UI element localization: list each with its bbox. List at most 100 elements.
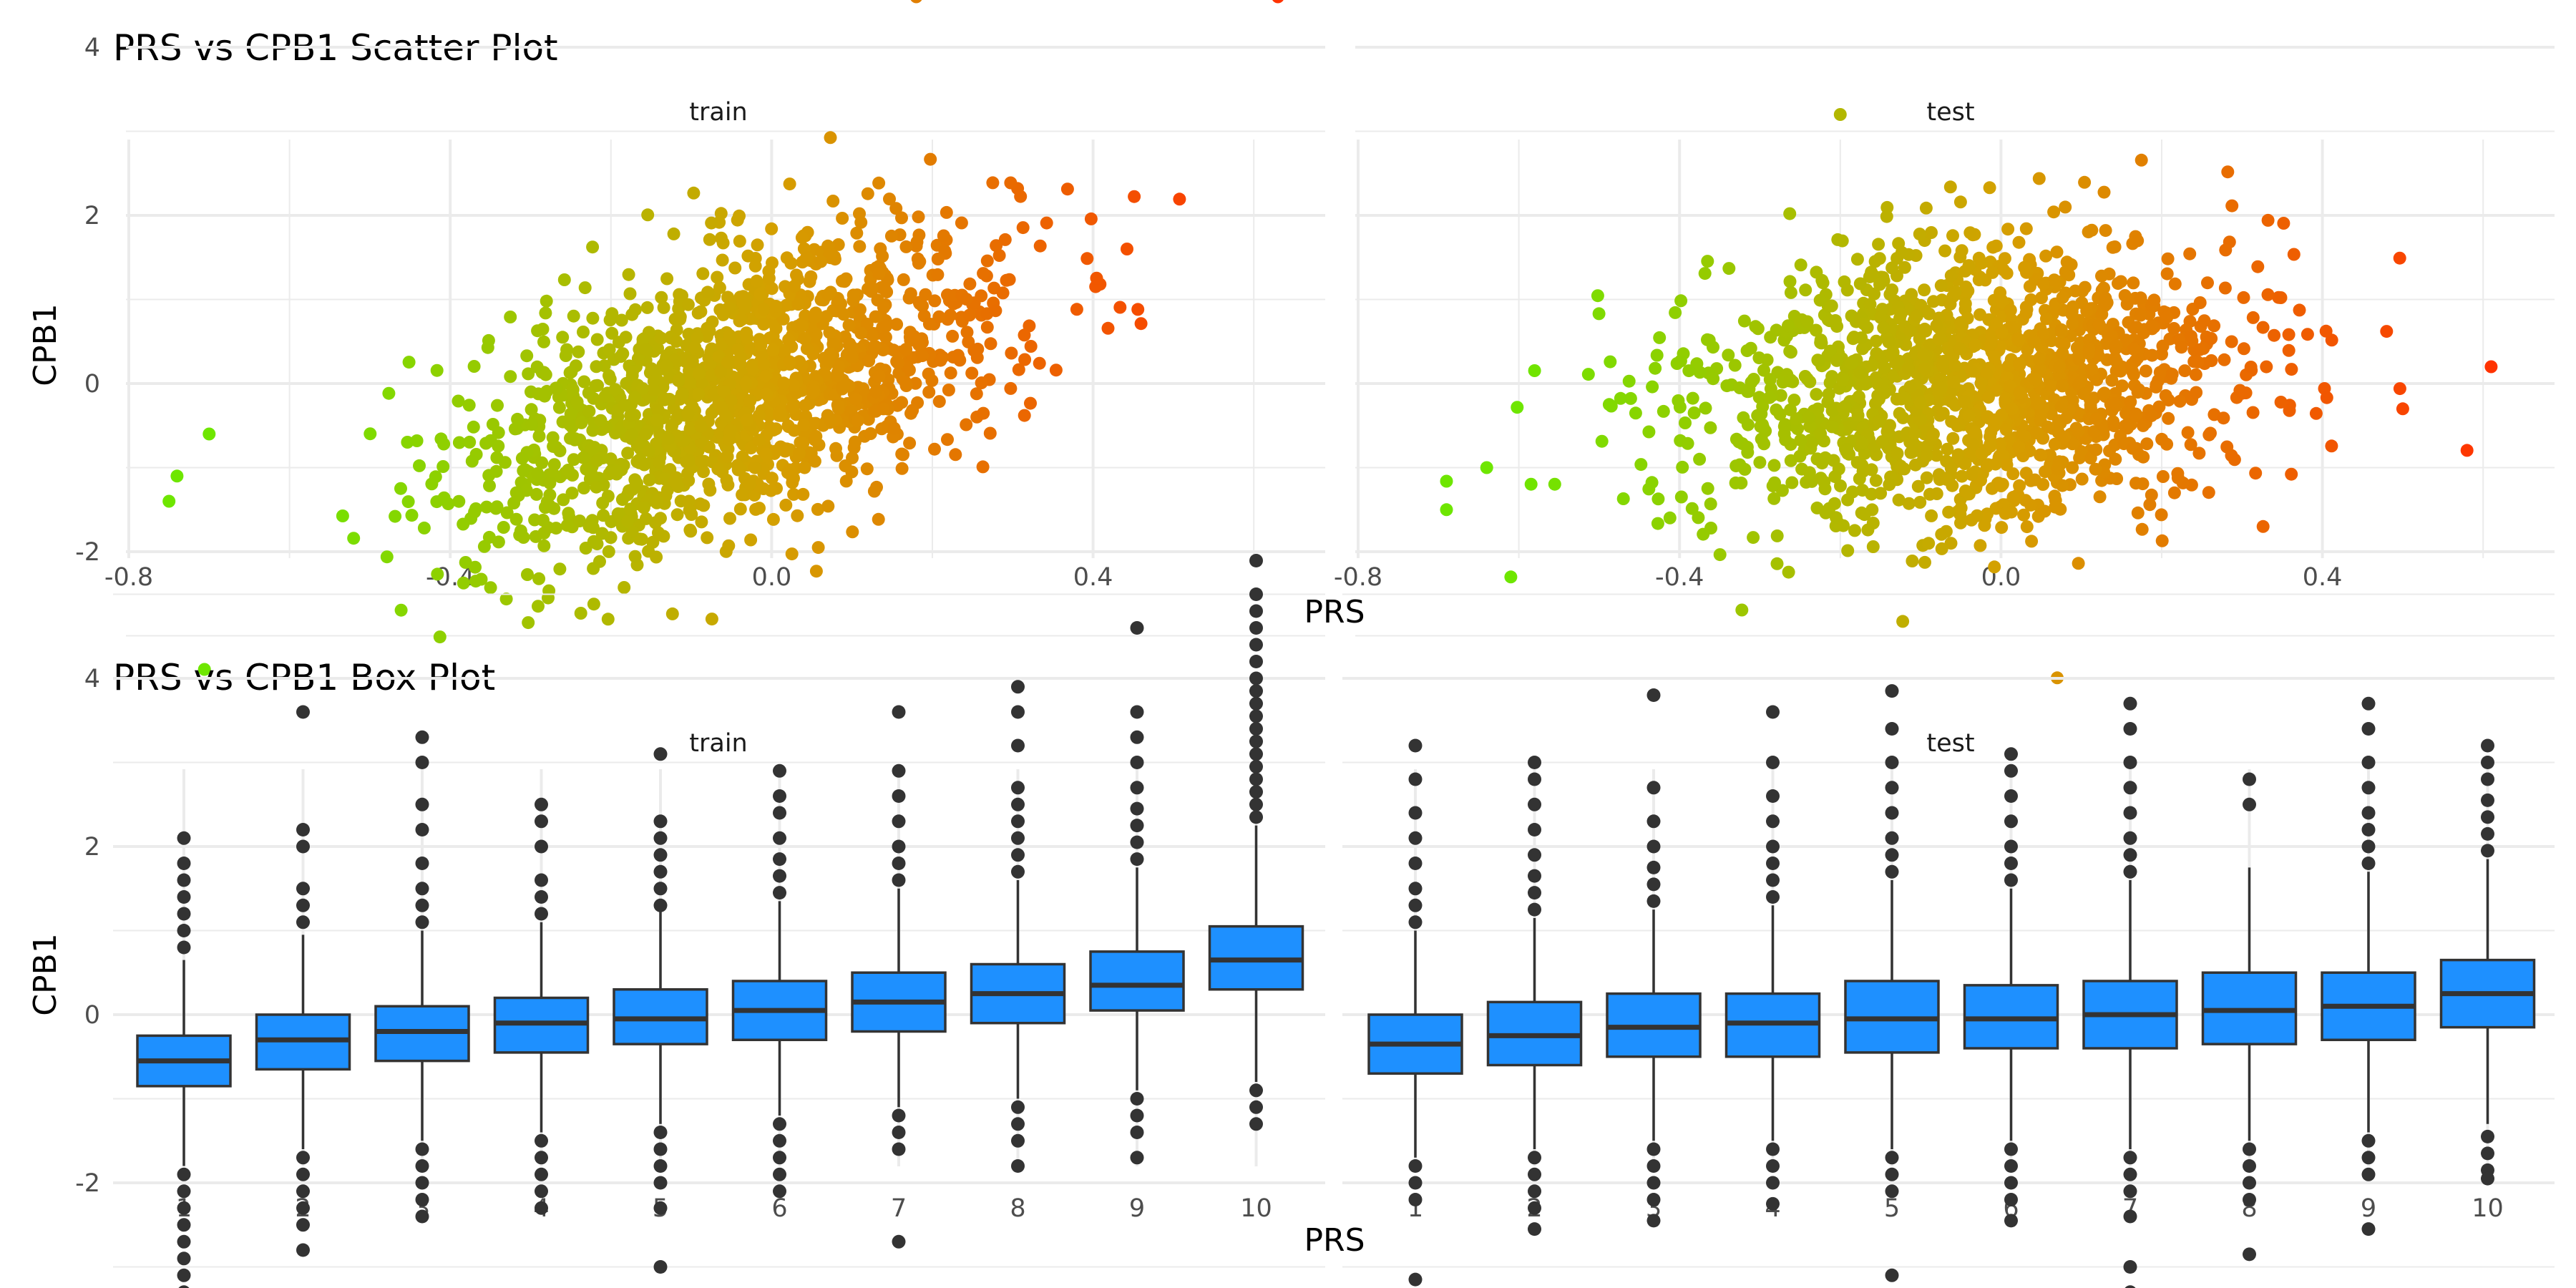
scatter-point xyxy=(766,343,780,357)
scatter-point xyxy=(1701,255,1714,268)
scatter-point xyxy=(596,497,610,509)
outlier-point xyxy=(1011,797,1025,811)
scatter-point xyxy=(515,452,529,465)
scatter-point xyxy=(637,501,650,514)
scatter-point xyxy=(2027,335,2041,348)
outlier-point xyxy=(1249,709,1263,723)
scatter-point xyxy=(787,487,801,501)
scatter-point xyxy=(2062,268,2076,282)
scatter-point xyxy=(2393,251,2406,265)
outlier-point xyxy=(2481,1129,2494,1143)
outlier-point xyxy=(773,831,786,845)
scatter-point xyxy=(578,281,592,295)
scatter-point xyxy=(1024,396,1037,410)
scatter-point xyxy=(537,514,550,527)
scatter-point xyxy=(722,539,736,552)
scatter-point xyxy=(916,349,929,363)
scatter-point xyxy=(1855,436,1869,450)
scatter-point xyxy=(1782,319,1795,333)
x-tick-label: -0.8 xyxy=(1334,563,1382,592)
scatter-point xyxy=(1692,511,1705,525)
outlier-point xyxy=(2481,826,2494,841)
scatter-point xyxy=(509,512,523,526)
scatter-point xyxy=(1858,508,1871,522)
outlier-point xyxy=(1130,705,1144,719)
scatter-point xyxy=(650,550,663,564)
scatter-point xyxy=(676,387,690,401)
scatter-point xyxy=(2006,490,2020,504)
scatter-point xyxy=(537,539,551,552)
outlier-point xyxy=(1766,890,1780,904)
scatter-point xyxy=(1880,200,1894,214)
scatter-point xyxy=(597,509,610,522)
scatter-point xyxy=(2160,267,2174,280)
scatter-point xyxy=(546,431,560,444)
scatter-point xyxy=(670,335,683,348)
outlier-point xyxy=(892,873,906,887)
scatter-point xyxy=(618,399,631,412)
outlier-point xyxy=(2481,844,2494,858)
scatter-point xyxy=(2152,400,2166,414)
scatter-point xyxy=(821,354,835,368)
scatter-point xyxy=(1799,283,1813,297)
scatter-point xyxy=(970,387,983,401)
scatter-point xyxy=(2002,359,2015,373)
scatter-point xyxy=(509,486,523,499)
scatter-point xyxy=(1906,445,1919,459)
x-tick-label: -0.4 xyxy=(1655,563,1704,592)
scatter-point xyxy=(661,432,675,446)
scatter-point xyxy=(804,270,818,283)
outlier-point xyxy=(535,1133,548,1148)
scatter-point xyxy=(2012,440,2026,454)
scatter-point xyxy=(691,331,704,344)
scatter-point xyxy=(560,343,574,356)
scatter-point xyxy=(2077,387,2090,401)
box-x-axis-title: PRS xyxy=(1304,1222,1365,1259)
scatter-point xyxy=(1004,381,1018,395)
scatter-point xyxy=(1113,301,1127,314)
scatter-point xyxy=(2140,437,2154,451)
scatter-point xyxy=(2256,321,2270,334)
scatter-point xyxy=(1959,280,1973,293)
outlier-point xyxy=(2243,1193,2256,1206)
scatter-point xyxy=(1018,409,1031,422)
scatter-point xyxy=(682,454,696,467)
outlier-point xyxy=(178,1285,190,1288)
outlier-point xyxy=(1249,554,1263,567)
scatter-point xyxy=(577,451,590,464)
y-tick-label: 2 xyxy=(84,202,100,230)
scatter-point xyxy=(2109,452,2122,466)
scatter-point xyxy=(2127,276,2140,290)
scatter-point xyxy=(922,386,936,399)
scatter-point xyxy=(703,484,717,497)
scatter-point xyxy=(895,396,909,409)
scatter-point xyxy=(1272,0,1284,4)
scatter-point xyxy=(940,205,953,219)
scatter-point xyxy=(1863,298,1877,311)
scatter-point xyxy=(807,383,821,396)
scatter-point xyxy=(590,360,603,374)
scatter-point xyxy=(1836,372,1850,386)
scatter-point xyxy=(1809,323,1823,337)
scatter-point xyxy=(976,460,990,474)
scatter-point xyxy=(1980,367,1994,380)
outlier-point xyxy=(1885,831,1899,845)
scatter-point xyxy=(2171,471,2185,484)
outlier-point xyxy=(1249,759,1263,774)
scatter-point xyxy=(846,525,859,539)
scatter-point xyxy=(1868,287,1881,301)
scatter-point xyxy=(2129,321,2143,334)
scatter-point xyxy=(380,550,394,564)
scatter-point xyxy=(624,409,638,422)
outlier-point xyxy=(1130,756,1144,769)
scatter-point xyxy=(1783,207,1797,220)
scatter-point xyxy=(2066,317,2079,331)
outlier-point xyxy=(1011,1117,1025,1131)
scatter-point xyxy=(2047,205,2061,219)
scatter-point xyxy=(1018,328,1031,342)
outlier-point xyxy=(773,1167,786,1181)
outlier-point xyxy=(1528,869,1541,883)
scatter-point xyxy=(1707,372,1720,386)
outlier-point xyxy=(2004,857,2018,870)
